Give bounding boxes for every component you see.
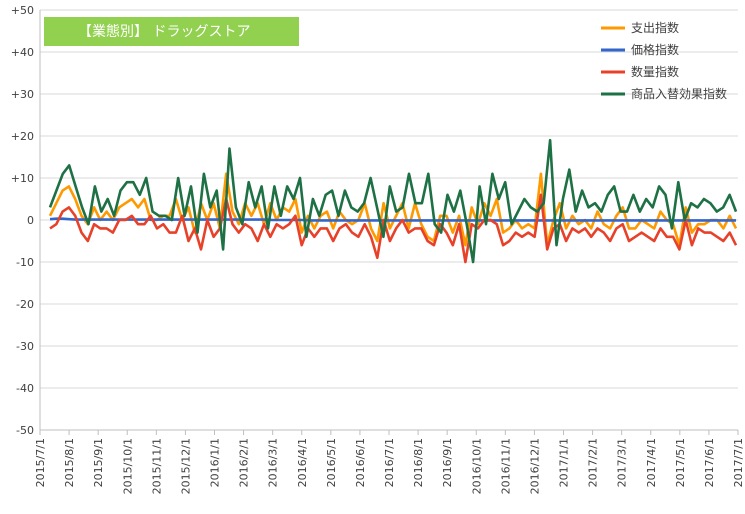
x-tick-label: 2016/5/1 xyxy=(325,438,338,487)
x-tick-label: 2016/8/1 xyxy=(412,438,425,487)
x-tick-label: 2017/7/1 xyxy=(732,438,745,487)
x-tick-label: 2017/2/1 xyxy=(587,438,600,487)
y-tick-label: -10 xyxy=(16,256,34,269)
x-tick-label: 2016/2/1 xyxy=(238,438,251,487)
y-tick-label: -40 xyxy=(16,382,34,395)
x-tick-label: 2016/6/1 xyxy=(354,438,367,487)
x-tick-label: 2016/4/1 xyxy=(296,438,309,487)
y-tick-label: +10 xyxy=(11,172,34,185)
x-tick-label: 2015/11/1 xyxy=(150,438,163,494)
legend-label: 価格指数 xyxy=(631,42,679,57)
x-tick-label: 2016/12/1 xyxy=(528,438,541,494)
series-line-2 xyxy=(49,193,738,264)
title-background xyxy=(44,17,299,46)
y-tick-label: -50 xyxy=(16,424,34,437)
x-tick-label: 2017/1/1 xyxy=(558,438,571,487)
x-tick-label: 2016/10/1 xyxy=(470,438,483,494)
x-tick-label: 2016/3/1 xyxy=(267,438,280,487)
y-tick-label: +30 xyxy=(11,88,34,101)
x-tick-label: 2017/4/1 xyxy=(645,438,658,487)
y-tick-label: +50 xyxy=(11,4,34,17)
legend-label: 数量指数 xyxy=(631,64,679,79)
series-line-3 xyxy=(48,138,738,264)
x-tick-label: 2017/3/1 xyxy=(616,438,629,487)
chart-title: 【業態別】 ドラッグストア xyxy=(78,24,250,40)
x-tick-label: 2016/7/1 xyxy=(383,438,396,487)
x-tick-label: 2017/5/1 xyxy=(674,438,687,487)
y-tick-label: +40 xyxy=(11,46,34,59)
x-tick-label: 2016/9/1 xyxy=(441,438,454,487)
y-tick-label: -20 xyxy=(16,298,34,311)
x-tick-label: 2015/7/1 xyxy=(34,438,47,487)
legend-label: 支出指数 xyxy=(631,20,679,35)
y-tick-label: -30 xyxy=(16,340,34,353)
y-tick-label: +20 xyxy=(11,130,34,143)
x-tick-label: 2016/1/1 xyxy=(209,438,222,487)
series-lines xyxy=(48,138,738,264)
chart-title-box: 【業態別】 ドラッグストア xyxy=(44,17,299,46)
y-tick-label: 0 xyxy=(27,214,34,227)
x-tick-label: 2016/11/1 xyxy=(499,438,512,494)
series-line-1 xyxy=(49,217,736,222)
x-tick-label: 2015/12/1 xyxy=(179,438,192,494)
x-tick-label: 2015/10/1 xyxy=(121,438,134,494)
x-tick-label: 2015/8/1 xyxy=(63,438,76,487)
x-tick-label: 2017/6/1 xyxy=(703,438,716,487)
legend-label: 商品入替効果指数 xyxy=(631,86,727,101)
x-tick-label: 2015/9/1 xyxy=(92,438,105,487)
